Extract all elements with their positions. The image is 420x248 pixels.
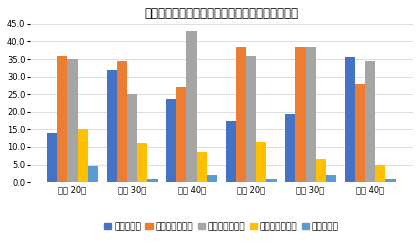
Bar — [78, 129, 88, 182]
Bar — [176, 87, 186, 182]
Bar — [117, 61, 127, 182]
Bar — [236, 47, 246, 182]
Bar — [197, 152, 207, 182]
Bar — [355, 84, 365, 182]
Bar — [47, 133, 57, 182]
Bar — [326, 175, 336, 182]
Bar — [345, 57, 355, 182]
Bar — [375, 164, 386, 182]
Title: 業務プロセス・手法への影響　性別・年代別％表: 業務プロセス・手法への影響 性別・年代別％表 — [144, 7, 298, 20]
Bar — [107, 70, 117, 182]
Bar — [57, 56, 68, 182]
Bar — [295, 47, 305, 182]
Bar — [266, 179, 277, 182]
Bar — [316, 159, 326, 182]
Bar — [365, 61, 375, 182]
Bar — [256, 142, 266, 182]
Bar — [246, 56, 256, 182]
Bar — [186, 31, 197, 182]
Legend: 悪くなった, やや悪くなった, どちらでもない, やや良くなった, 良くなった: 悪くなった, やや悪くなった, どちらでもない, やや良くなった, 良くなった — [100, 218, 342, 235]
Bar — [305, 47, 316, 182]
Bar — [386, 179, 396, 182]
Bar — [137, 143, 147, 182]
Bar — [226, 121, 236, 182]
Bar — [68, 59, 78, 182]
Bar — [127, 94, 137, 182]
Bar — [207, 175, 217, 182]
Bar — [166, 99, 176, 182]
Bar — [88, 166, 98, 182]
Bar — [147, 179, 158, 182]
Bar — [285, 114, 295, 182]
